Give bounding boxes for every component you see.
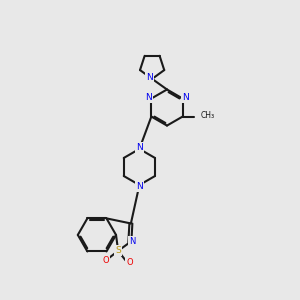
- Text: N: N: [146, 73, 153, 82]
- Text: S: S: [115, 246, 121, 255]
- Text: N: N: [136, 143, 143, 152]
- Text: N: N: [146, 93, 152, 102]
- Text: O: O: [102, 256, 109, 265]
- Text: CH₃: CH₃: [200, 111, 214, 120]
- Text: N: N: [129, 237, 136, 246]
- Text: O: O: [126, 258, 133, 267]
- Text: N: N: [182, 93, 188, 102]
- Text: N: N: [136, 182, 143, 191]
